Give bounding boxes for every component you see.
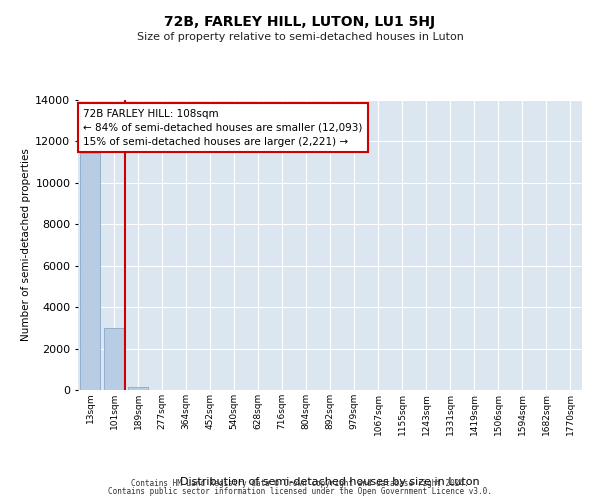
Text: 72B, FARLEY HILL, LUTON, LU1 5HJ: 72B, FARLEY HILL, LUTON, LU1 5HJ: [164, 15, 436, 29]
Text: Size of property relative to semi-detached houses in Luton: Size of property relative to semi-detach…: [137, 32, 463, 42]
Y-axis label: Number of semi-detached properties: Number of semi-detached properties: [21, 148, 31, 342]
Text: 72B FARLEY HILL: 108sqm
← 84% of semi-detached houses are smaller (12,093)
15% o: 72B FARLEY HILL: 108sqm ← 84% of semi-de…: [83, 108, 362, 146]
Text: Contains public sector information licensed under the Open Government Licence v3: Contains public sector information licen…: [108, 487, 492, 496]
Bar: [104, 328, 124, 390]
X-axis label: Distribution of semi-detached houses by size in Luton: Distribution of semi-detached houses by …: [180, 476, 480, 486]
Bar: [128, 387, 148, 390]
Bar: [80, 153, 100, 390]
Text: Contains HM Land Registry data © Crown copyright and database right 2024.: Contains HM Land Registry data © Crown c…: [131, 478, 469, 488]
